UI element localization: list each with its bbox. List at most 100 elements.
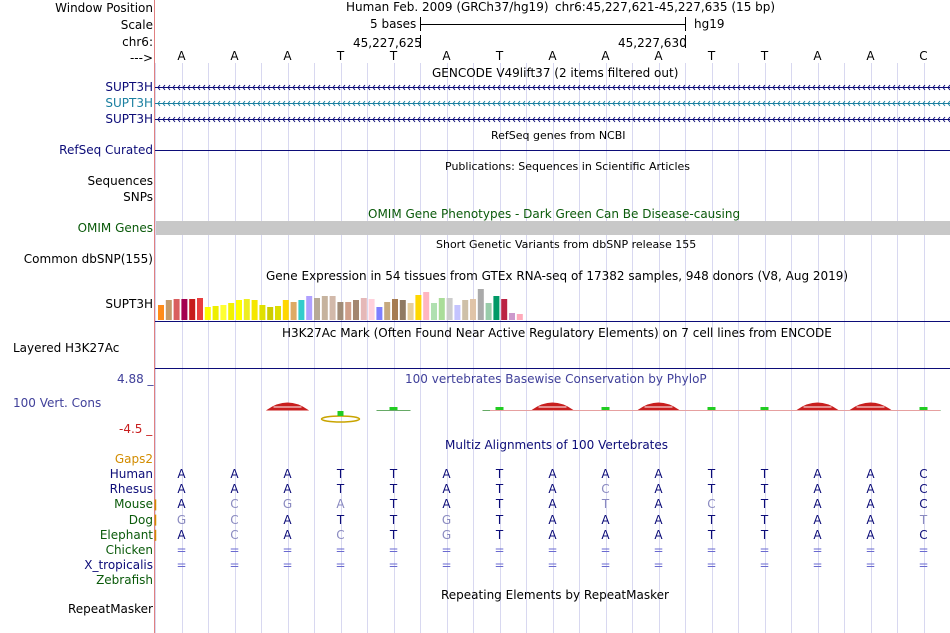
multiz-species-label[interactable]: Chicken xyxy=(105,543,153,557)
multiz-species-label[interactable]: Mouse xyxy=(114,497,153,512)
gtex-title: Gene Expression in 54 tissues from GTEx … xyxy=(266,269,849,283)
repeatmasker-label[interactable]: RepeatMasker xyxy=(67,602,153,616)
base-letter: T xyxy=(389,49,398,63)
multiz-species-label[interactable]: Elephant xyxy=(99,527,153,542)
multiz-base: A xyxy=(866,467,875,481)
conservation-negative xyxy=(320,415,361,423)
repeatmasker-title: Repeating Elements by RepeatMasker xyxy=(441,588,669,602)
multiz-base: T xyxy=(707,482,716,497)
publications-title: Publications: Sequences in Scientific Ar… xyxy=(445,160,690,173)
base-letter: A xyxy=(283,49,292,63)
multiz-base: A xyxy=(548,527,557,542)
h3k27ac-label[interactable]: Layered H3K27Ac xyxy=(13,341,120,355)
conservation-bar xyxy=(919,407,928,410)
gtex-bar xyxy=(392,299,398,320)
conservation-bar xyxy=(337,411,344,416)
gtex-bar xyxy=(204,307,211,320)
multiz-base: = xyxy=(865,558,876,573)
coord-left: 45,227,625 xyxy=(353,36,422,50)
omim-label[interactable]: OMIM Genes xyxy=(77,221,153,235)
multiz-species-label[interactable]: Human xyxy=(109,467,153,481)
multiz-species-label[interactable]: Dog xyxy=(128,512,153,527)
refseq-label[interactable]: RefSeq Curated xyxy=(59,143,153,157)
multiz-species-label[interactable]: Zebrafish xyxy=(96,573,153,588)
multiz-base: = xyxy=(547,543,558,557)
multiz-base: A xyxy=(442,467,451,481)
multiz-base: T xyxy=(336,482,345,497)
multiz-base: C xyxy=(919,482,928,497)
window-position-label: Window Position xyxy=(55,1,153,15)
gtex-bar xyxy=(212,306,219,320)
gtex-bar xyxy=(306,296,313,320)
multiz-species-label[interactable]: X_tropicalis xyxy=(84,558,153,573)
gtex-bar xyxy=(290,302,297,320)
gaps-label[interactable]: Gaps2 xyxy=(114,452,153,466)
gtex-bar xyxy=(423,292,430,320)
gencode-item-1[interactable]: SUPT3H xyxy=(105,80,153,94)
gencode-item-2[interactable]: SUPT3H xyxy=(105,96,153,110)
gtex-bar xyxy=(477,289,484,320)
gtex-label[interactable]: SUPT3H xyxy=(105,297,153,311)
multiz-base: = xyxy=(918,558,929,573)
multiz-base: = xyxy=(441,543,452,557)
gencode-title: GENCODE V49lift37 (2 items filtered out) xyxy=(432,66,679,80)
gtex-bar xyxy=(376,307,383,320)
multiz-base: T xyxy=(389,512,398,527)
conservation-bar xyxy=(495,407,504,410)
conservation-label[interactable]: 100 Vert. Cons xyxy=(13,396,102,410)
multiz-species-label[interactable]: Rhesus xyxy=(109,482,153,497)
multiz-base: A xyxy=(813,467,822,481)
gencode-item-3[interactable]: SUPT3H xyxy=(105,112,153,126)
gtex-bar xyxy=(189,299,196,320)
base-letter: A xyxy=(548,49,557,63)
dbsnp-label[interactable]: Common dbSNP(155) xyxy=(23,252,153,266)
multiz-base: T xyxy=(707,467,716,481)
multiz-base: A xyxy=(601,527,610,542)
multiz-base: T xyxy=(760,512,769,527)
gtex-bar xyxy=(431,303,437,320)
gtex-bar xyxy=(220,305,227,320)
multiz-base: A xyxy=(177,467,186,481)
gtex-bar xyxy=(446,298,453,320)
multiz-title: Multiz Alignments of 100 Vertebrates xyxy=(445,438,669,452)
h3k27ac-title: H3K27Ac Mark (Often Found Near Active Re… xyxy=(282,326,832,340)
multiz-base: = xyxy=(706,543,717,557)
multiz-base: = xyxy=(176,543,187,557)
omim-title: OMIM Gene Phenotypes - Dark Green Can Be… xyxy=(368,207,741,221)
gtex-bar xyxy=(267,307,274,320)
gtex-bar xyxy=(298,300,305,320)
conservation-bar xyxy=(760,407,769,410)
multiz-base: = xyxy=(706,558,717,573)
multiz-base: A xyxy=(283,527,292,542)
multiz-base: C xyxy=(919,527,928,542)
gtex-bar xyxy=(454,305,461,320)
multiz-base: = xyxy=(494,558,505,573)
multiz-base: A xyxy=(813,512,822,527)
multiz-base: T xyxy=(389,497,398,512)
base-letter: C xyxy=(919,49,928,63)
gtex-bar xyxy=(282,300,289,320)
dbsnp-title: Short Genetic Variants from dbSNP releas… xyxy=(436,238,697,251)
gtex-bar xyxy=(158,305,164,320)
multiz-base: T xyxy=(760,497,769,512)
multiz-base: = xyxy=(653,558,664,573)
multiz-base: C xyxy=(230,512,239,527)
multiz-base: = xyxy=(441,558,452,573)
publications-snps-label[interactable]: SNPs xyxy=(123,190,153,204)
conservation-title: 100 vertebrates Basewise Conservation by… xyxy=(405,372,707,386)
gtex-bar xyxy=(243,299,250,320)
gtex-bar xyxy=(275,306,281,320)
multiz-base: = xyxy=(812,543,823,557)
multiz-base: T xyxy=(760,482,769,497)
multiz-base: = xyxy=(653,543,664,557)
multiz-base: T xyxy=(389,467,398,481)
multiz-base: T xyxy=(760,467,769,481)
base-letter: T xyxy=(336,49,345,63)
gtex-bar xyxy=(516,314,523,320)
publications-sequences-label[interactable]: Sequences xyxy=(87,174,153,188)
multiz-base: A xyxy=(177,482,186,497)
gencode-gene-line-strand-arrows xyxy=(157,84,950,91)
multiz-base: T xyxy=(495,497,504,512)
